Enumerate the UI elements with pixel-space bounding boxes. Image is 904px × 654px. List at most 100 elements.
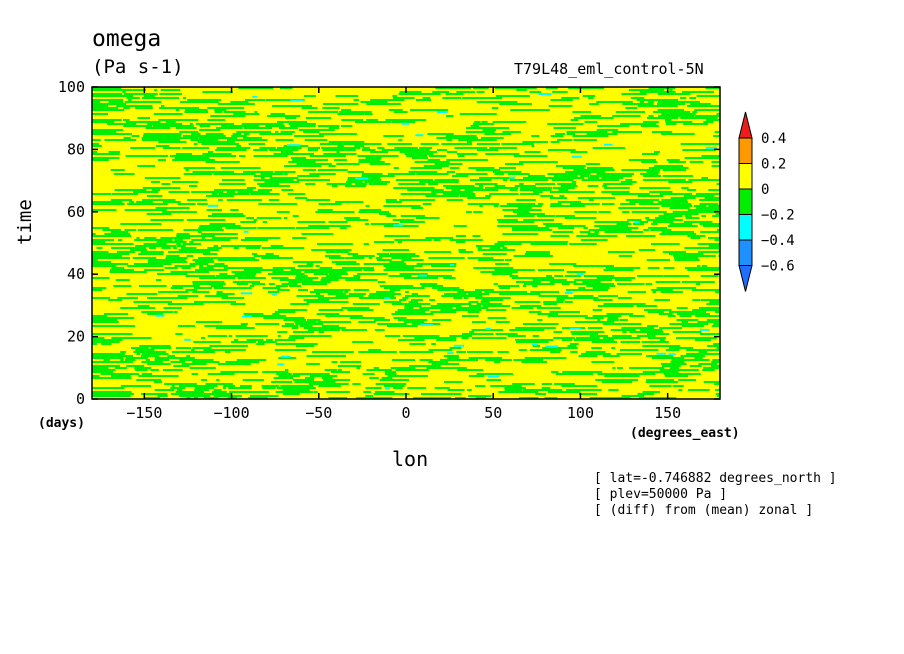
field-streak: [637, 195, 664, 197]
field-streak: [645, 283, 653, 285]
field-streak: [350, 317, 385, 319]
field-streak: [211, 193, 218, 195]
field-streak: [107, 123, 137, 125]
field-streak: [120, 359, 124, 361]
field-streak: [313, 273, 328, 275]
field-streak: [577, 197, 616, 199]
field-streak: [171, 385, 175, 387]
field-streak: [276, 373, 292, 375]
field-streak: [636, 305, 658, 307]
field-streak: [202, 253, 218, 255]
field-streak: [92, 87, 122, 89]
field-streak: [165, 257, 188, 259]
field-streak: [588, 97, 594, 99]
field-streak: [480, 301, 490, 303]
field-streak: [383, 135, 405, 137]
field-streak: [556, 215, 575, 217]
field-cyan-patch: [436, 111, 448, 113]
field-streak: [697, 243, 720, 245]
field-streak: [306, 263, 314, 265]
field-streak: [489, 147, 517, 149]
field-streak: [628, 89, 665, 91]
field-streak: [566, 131, 608, 133]
field-streak: [358, 159, 381, 161]
field-streak: [542, 347, 578, 349]
field-streak: [120, 351, 127, 353]
field-streak: [553, 127, 576, 129]
field-streak: [705, 87, 720, 89]
field-streak: [318, 385, 341, 387]
field-streak: [552, 187, 575, 189]
field-streak: [364, 223, 369, 225]
field-streak: [131, 347, 149, 349]
field-streak: [451, 189, 461, 191]
field-streak: [328, 257, 345, 259]
field-streak: [282, 393, 300, 395]
field-streak: [393, 187, 435, 189]
x-tick-unit: (degrees_east): [630, 426, 740, 441]
field-streak: [273, 153, 314, 155]
field-streak: [616, 353, 642, 355]
field-streak: [654, 299, 670, 301]
field-streak: [92, 119, 122, 121]
field-streak: [471, 329, 504, 331]
field-streak: [258, 203, 298, 205]
field-streak: [144, 177, 181, 179]
field-streak: [576, 235, 618, 237]
field-streak: [703, 367, 720, 369]
field-streak: [397, 241, 402, 243]
field-streak: [407, 387, 427, 389]
field-streak: [123, 137, 131, 139]
field-streak: [191, 373, 199, 375]
field-streak: [182, 135, 226, 137]
field-streak: [663, 275, 690, 277]
field-streak: [287, 193, 306, 195]
field-streak: [150, 181, 161, 183]
field-streak: [301, 107, 318, 109]
field-streak: [444, 293, 467, 295]
field-streak: [466, 127, 509, 129]
field-streak: [138, 375, 179, 377]
field-streak: [218, 199, 223, 201]
field-streak: [187, 99, 222, 101]
field-streak: [485, 187, 519, 189]
field-streak: [568, 87, 605, 89]
field-streak: [440, 309, 482, 311]
field-streak: [606, 313, 634, 315]
field-streak: [665, 121, 693, 123]
field-streak: [658, 115, 695, 117]
field-streak: [186, 219, 226, 221]
field-streak: [150, 219, 184, 221]
field-streak: [594, 231, 599, 233]
field-streak: [176, 235, 215, 237]
field-streak: [492, 121, 527, 123]
field-streak: [385, 119, 427, 121]
field-streak: [475, 289, 494, 291]
field-streak: [223, 385, 236, 387]
field-streak: [331, 361, 338, 363]
field-streak: [238, 87, 274, 89]
field-streak: [92, 361, 133, 363]
field-streak: [397, 339, 425, 341]
field-streak: [597, 319, 601, 321]
field-streak: [518, 349, 527, 351]
field-streak: [615, 279, 632, 281]
field-streak: [193, 341, 221, 343]
field-streak: [524, 253, 551, 255]
field-streak: [494, 173, 504, 175]
field-streak: [191, 239, 231, 241]
field-streak: [711, 161, 720, 163]
field-streak: [249, 285, 255, 287]
field-streak: [641, 341, 669, 343]
field-streak: [570, 331, 605, 333]
field-streak: [574, 211, 597, 213]
field-streak: [385, 199, 397, 201]
field-streak: [659, 233, 697, 235]
field-streak: [207, 151, 214, 153]
field-streak: [621, 327, 655, 329]
field-streak: [319, 267, 333, 269]
field-streak: [467, 203, 500, 205]
field-streak: [498, 391, 539, 393]
field-streak: [260, 173, 284, 175]
field-streak: [92, 107, 119, 109]
